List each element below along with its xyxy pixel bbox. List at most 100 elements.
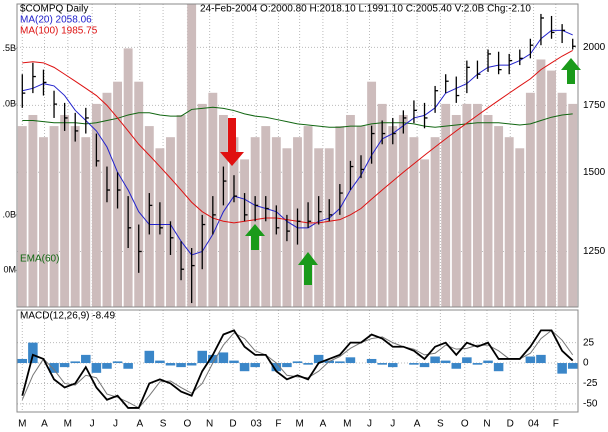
volume-bar: [547, 70, 556, 307]
histogram-bar: [440, 360, 451, 364]
histogram-bar: [197, 350, 207, 364]
histogram-bar: [430, 356, 440, 364]
x-tick-label: O: [184, 419, 192, 430]
y-tick-label: -25: [583, 378, 598, 389]
histogram-bar: [91, 363, 102, 373]
price-panel-frame: [16, 3, 579, 308]
x-tick-label: N: [483, 419, 490, 430]
volume-bar: [335, 126, 345, 307]
volume-bar: [398, 114, 408, 307]
volume-bar: [462, 103, 472, 307]
histogram-bar: [112, 361, 123, 364]
x-tick-label: F: [553, 419, 559, 430]
histogram-bar: [229, 360, 239, 364]
histogram-bar: [536, 354, 546, 364]
histogram-bar: [419, 363, 430, 368]
volume-bar: [81, 137, 91, 307]
volume-bar: [91, 103, 101, 307]
y-tick-label: -50: [583, 398, 598, 409]
y-tick-label: 2000: [583, 42, 606, 53]
legend-entry: EMA(60): [20, 254, 59, 265]
y-tick-label: 1750: [583, 100, 606, 111]
histogram-bar: [462, 357, 472, 364]
volume-bar: [536, 59, 546, 307]
histogram-bar: [567, 363, 578, 369]
x-tick-label: 04: [528, 419, 540, 430]
volume-bar: [240, 159, 250, 307]
green-arrow: [298, 252, 318, 285]
volume-bar: [557, 92, 567, 308]
histogram-bar: [345, 357, 356, 364]
histogram-bar: [472, 363, 483, 365]
histogram-bar: [81, 354, 91, 364]
volume-bar: [187, 4, 197, 307]
x-tick-label: O: [461, 419, 469, 430]
red-arrow: [220, 118, 244, 166]
volume-bar: [451, 114, 461, 307]
x-tick-label: S: [437, 419, 444, 430]
chart-subtitle: 24-Feb-2004 O:2000.80 H:2018.10 L:1991.1…: [200, 4, 531, 15]
volume-bar: [525, 92, 535, 308]
x-tick-label: A: [41, 419, 48, 430]
histogram-bar: [525, 356, 536, 364]
x-tick-label: M: [295, 419, 303, 430]
chart-title: $COMPQ Daily: [20, 4, 88, 15]
volume-bar: [472, 103, 482, 307]
histogram-bar: [335, 361, 345, 364]
histogram-bar: [366, 358, 377, 364]
histogram-bar: [144, 350, 155, 364]
legend-entry: MA(100) 1985.75: [20, 26, 98, 37]
x-tick-label: S: [160, 419, 167, 430]
volume-bar: [377, 103, 387, 307]
volume-bar: [367, 81, 377, 307]
volume-tick-label: .5B: [2, 43, 16, 53]
volume-bar: [388, 126, 398, 307]
volume-bar: [345, 114, 355, 307]
x-tick-label: J: [90, 419, 95, 430]
x-tick-label: D: [229, 419, 236, 430]
x-tick-label: M: [64, 419, 72, 430]
histogram-bar: [123, 363, 133, 369]
volume-bar: [123, 48, 133, 308]
x-tick-label: M: [343, 419, 351, 430]
histogram-bar: [409, 363, 419, 365]
x-tick-label: A: [320, 419, 327, 430]
volume-bar: [483, 114, 493, 307]
volume-bar: [568, 103, 578, 307]
volume-bar: [515, 148, 525, 307]
histogram-bar: [377, 363, 387, 365]
volume-bar: [229, 137, 239, 307]
x-tick-label: 03: [251, 419, 263, 430]
green-arrow: [245, 224, 265, 250]
macd-line: [21, 329, 574, 409]
histogram-bar: [557, 363, 567, 374]
histogram-bar: [208, 354, 218, 364]
x-tick-label: J: [367, 419, 372, 430]
volume-bar: [134, 81, 144, 307]
histogram-bar: [303, 363, 313, 365]
histogram-bar: [28, 342, 38, 364]
histogram-bar: [483, 360, 493, 364]
histogram-bar: [451, 363, 462, 369]
histogram-bar: [292, 361, 303, 364]
macd-title: MACD(12,26,9) -8.49: [20, 311, 115, 322]
volume-bar: [197, 103, 207, 307]
volume-tick-label: .0B: [2, 209, 16, 219]
x-tick-label: A: [136, 419, 143, 430]
histogram-bar: [493, 363, 504, 372]
volume-bar: [314, 148, 324, 307]
histogram-bar: [49, 363, 59, 373]
volume-bar: [176, 114, 186, 307]
x-tick-label: A: [414, 419, 421, 430]
x-tick-label: D: [507, 419, 514, 430]
histogram-bar: [239, 363, 250, 372]
y-tick-label: 25: [583, 337, 595, 348]
volume-bar: [420, 159, 429, 307]
volume-bar: [494, 126, 504, 307]
volume-bar: [49, 126, 59, 307]
legend-entry: MA(20) 2058.06: [20, 15, 92, 26]
y-tick-label: 0: [583, 358, 589, 369]
histogram-bar: [186, 363, 197, 366]
histogram-bar: [250, 363, 260, 368]
